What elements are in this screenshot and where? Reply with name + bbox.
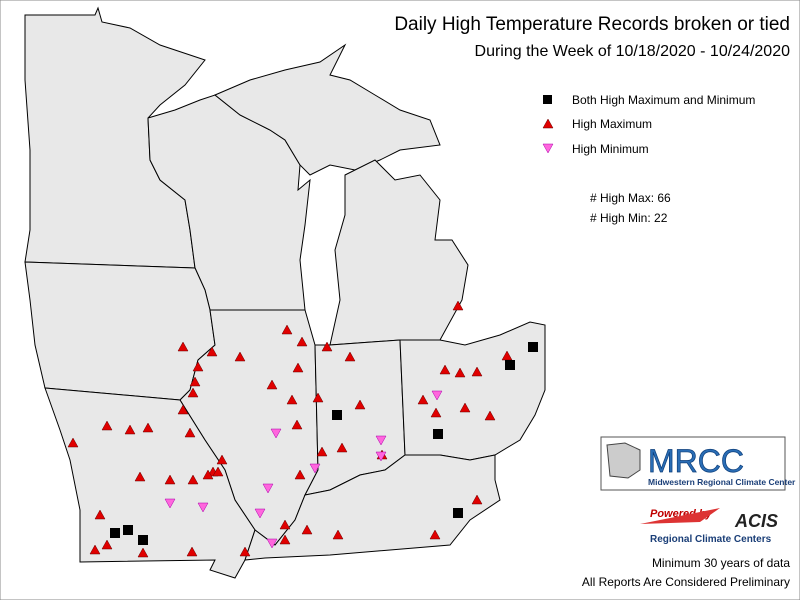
legend-square	[543, 95, 552, 104]
high-max-marker	[292, 362, 304, 373]
high-max-marker	[452, 300, 464, 311]
legend: Both High Maximum and Minimum High Maxim…	[542, 93, 755, 156]
note: Minimum 30 years of data	[652, 556, 790, 570]
both-marker	[433, 429, 443, 439]
high-max-marker	[312, 392, 324, 403]
station-markers	[67, 300, 538, 558]
acis-swoosh	[640, 508, 720, 524]
high-max-marker	[189, 376, 201, 387]
high-max-marker	[266, 379, 278, 390]
high-max-marker	[124, 424, 136, 435]
high-max-marker	[184, 427, 196, 438]
high-max-marker	[137, 547, 149, 558]
high-max-marker	[291, 419, 303, 430]
title: Daily High Temperature Records broken or…	[394, 14, 790, 35]
both-marker	[110, 528, 120, 538]
high-max-marker	[177, 341, 189, 352]
high-max-marker	[202, 469, 214, 480]
high-min-marker	[375, 435, 387, 446]
high-min-marker	[309, 463, 321, 474]
michigan-lp	[329, 159, 469, 346]
both-marker	[332, 410, 342, 420]
high-min-marker	[254, 508, 266, 519]
legend-label: High Maximum	[572, 117, 652, 131]
high-max-marker	[164, 474, 176, 485]
both-marker	[453, 508, 463, 518]
high-max-marker	[186, 546, 198, 557]
high-max-marker	[192, 361, 204, 372]
both-marker	[138, 535, 148, 545]
legend-inverted-triangle	[542, 143, 554, 154]
michigan-up	[214, 43, 441, 176]
high-min-marker	[197, 502, 209, 513]
count: # High Min: 22	[590, 211, 668, 225]
high-min-marker	[270, 428, 282, 439]
high-max-marker	[212, 466, 224, 477]
high-max-marker	[239, 546, 251, 557]
high-max-marker	[134, 471, 146, 482]
note: All Reports Are Considered Preliminary	[582, 575, 790, 589]
high-max-marker	[471, 366, 483, 377]
high-max-marker	[94, 509, 106, 520]
high-min-marker	[266, 538, 278, 549]
rcc: Regional Climate Centers	[650, 534, 772, 545]
high-max-marker	[187, 474, 199, 485]
high-max-marker	[177, 404, 189, 415]
high-max-marker	[301, 524, 313, 535]
both-marker	[528, 342, 538, 352]
high-max-marker	[294, 469, 306, 480]
high-min-marker	[431, 390, 443, 401]
high-max-marker	[89, 544, 101, 555]
high-max-marker	[279, 534, 291, 545]
high-max-marker	[332, 529, 344, 540]
high-max-marker	[187, 387, 199, 398]
logo-full-name: Midwestern Regional Climate Center	[648, 477, 796, 487]
high-max-marker	[344, 351, 356, 362]
count: # High Max: 66	[590, 191, 671, 205]
both-marker	[505, 360, 515, 370]
high-max-marker	[281, 324, 293, 335]
high-max-marker	[429, 529, 441, 540]
high-max-marker	[471, 494, 483, 505]
logo-map	[606, 442, 641, 479]
high-max-marker	[234, 351, 246, 362]
high-max-marker	[316, 446, 328, 457]
high-max-marker	[484, 410, 496, 421]
high-max-marker	[354, 399, 366, 410]
logo: MRCC Midwestern Regional Climate Center	[600, 436, 796, 491]
high-max-marker	[67, 437, 79, 448]
legend-label: High Minimum	[572, 142, 649, 156]
high-max-marker	[321, 341, 333, 352]
logo-name: MRCC	[648, 443, 744, 479]
high-max-marker	[454, 367, 466, 378]
high-min-marker	[262, 483, 274, 494]
high-max-marker	[216, 454, 228, 465]
high-max-marker	[279, 519, 291, 530]
legend-triangle	[542, 118, 554, 129]
high-min-marker	[164, 498, 176, 509]
high-min-marker	[375, 451, 387, 462]
high-max-marker	[417, 394, 429, 405]
high-max-marker	[101, 539, 113, 550]
high-max-marker	[439, 364, 451, 375]
legend-label: Both High Maximum and Minimum	[572, 93, 755, 107]
high-max-marker	[430, 407, 442, 418]
high-max-marker	[286, 394, 298, 405]
high-max-marker	[296, 336, 308, 347]
high-max-marker	[142, 422, 154, 433]
subtitle: During the Week of 10/18/2020 - 10/24/20…	[475, 43, 791, 60]
high-max-marker	[101, 420, 113, 431]
iowa	[24, 261, 216, 401]
acis: ACIS	[734, 511, 778, 531]
high-max-marker	[206, 346, 218, 357]
high-max-marker	[459, 402, 471, 413]
high-max-marker	[336, 442, 348, 453]
missouri	[44, 387, 256, 579]
both-marker	[123, 525, 133, 535]
